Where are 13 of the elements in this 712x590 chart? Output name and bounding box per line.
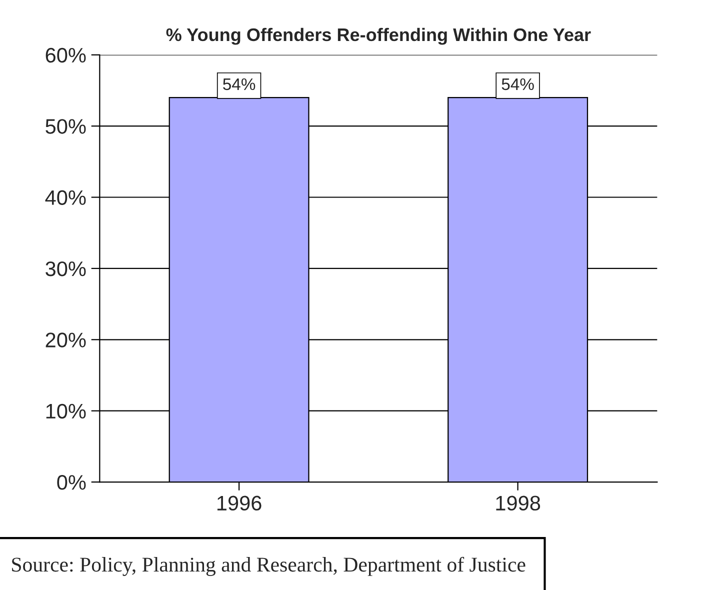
y-tick-label: 50%	[46, 119, 86, 134]
data-label: 54%	[223, 78, 256, 90]
y-tick-label: 20%	[46, 332, 86, 348]
x-tick-label: 1996	[217, 496, 262, 511]
y-tick-label: 60%	[46, 48, 86, 63]
source-note: Source: Policy, Planning and Research, Department of Justice	[12, 556, 526, 576]
y-tick-label: 10%	[46, 404, 86, 419]
chart-title: % Young Offenders Re-offending Within One Year	[166, 28, 591, 45]
y-tick-label: 0%	[57, 475, 86, 490]
y-tick-label: 40%	[45, 190, 86, 206]
y-tick-label: 30%	[46, 261, 86, 276]
x-tick-label: 1998	[496, 496, 540, 511]
data-label: 54%	[502, 78, 534, 90]
